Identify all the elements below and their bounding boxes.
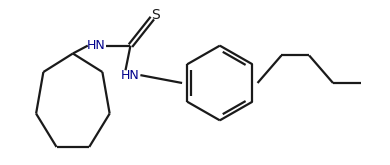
- Text: HN: HN: [121, 69, 140, 82]
- Text: HN: HN: [86, 39, 105, 52]
- Text: S: S: [151, 8, 160, 22]
